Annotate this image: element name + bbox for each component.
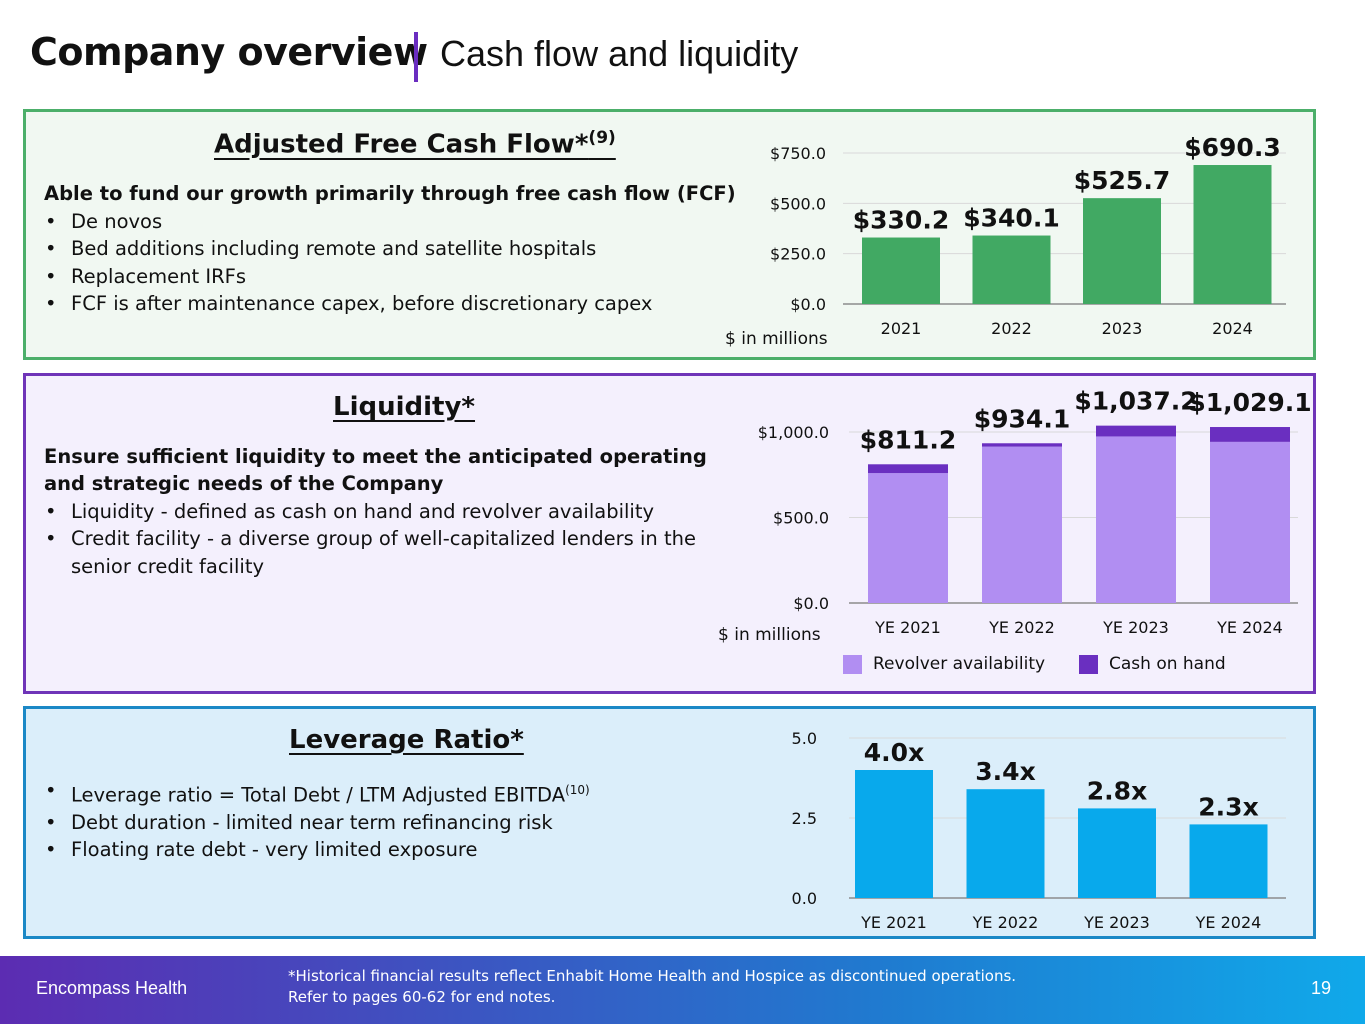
- footer-note-line: *Historical financial results reflect En…: [288, 967, 1017, 985]
- leverage-heading: Leverage Ratio*: [289, 725, 524, 755]
- leverage-panel: Leverage Ratio* Leverage ratio = Total D…: [23, 706, 1316, 939]
- leverage-bullet-text: Leverage ratio = Total Debt / LTM Adjust…: [71, 783, 566, 807]
- y-tick-label: $500.0: [770, 194, 826, 213]
- fcf-bullet: Bed additions including remote and satel…: [44, 235, 652, 263]
- bar: [1193, 165, 1272, 304]
- liquidity-bullet-list: Liquidity - defined as cash on hand and …: [44, 498, 724, 580]
- x-tick-label: 2022: [991, 319, 1032, 338]
- liquidity-lead: Ensure sufficient liquidity to meet the …: [44, 445, 707, 495]
- liquidity-heading: Liquidity*: [333, 392, 476, 422]
- x-tick-label: 2021: [881, 319, 922, 338]
- footer-bar: Encompass Health *Historical financial r…: [0, 956, 1365, 1024]
- legend-label-cash: Cash on hand: [1109, 654, 1226, 674]
- y-tick-label: 5.0: [792, 729, 817, 748]
- leverage-bullet-list: Leverage ratio = Total Debt / LTM Adjust…: [44, 777, 590, 864]
- y-tick-label: $250.0: [770, 245, 826, 264]
- data-label: $525.7: [1074, 166, 1170, 195]
- fcf-panel: Adjusted Free Cash Flow*(9) Able to fund…: [23, 109, 1316, 360]
- bar-segment-revolver: [1210, 441, 1290, 603]
- bar: [966, 789, 1045, 898]
- data-label: $340.1: [963, 204, 1059, 233]
- leverage-bullet-sup: (10): [565, 783, 590, 797]
- legend-revolver: Revolver availability: [843, 654, 1045, 674]
- data-label: $811.2: [860, 425, 956, 454]
- legend-cash: Cash on hand: [1079, 654, 1226, 674]
- page-title: Company overview: [30, 30, 428, 74]
- x-tick-label: 2024: [1212, 319, 1253, 338]
- y-tick-label: $500.0: [773, 509, 829, 528]
- bar-segment-cash: [868, 464, 948, 474]
- fcf-heading-sup: (9): [588, 128, 616, 148]
- legend-swatch-cash: [1079, 654, 1098, 674]
- data-label: 2.8x: [1087, 776, 1147, 805]
- leverage-bullet: Debt duration - limited near term refina…: [44, 809, 590, 837]
- data-label: $1,037.2: [1074, 387, 1197, 416]
- data-label: 4.0x: [864, 738, 924, 767]
- page-number: 19: [1310, 978, 1331, 998]
- bar: [1083, 198, 1161, 304]
- legend-label-revolver: Revolver availability: [873, 654, 1046, 674]
- x-tick-label: YE 2022: [988, 618, 1055, 637]
- x-tick-label: YE 2023: [1102, 618, 1169, 637]
- fcf-heading-text: Adjusted Free Cash Flow*: [214, 129, 589, 160]
- x-tick-label: YE 2021: [874, 618, 941, 637]
- x-tick-label: 2023: [1102, 319, 1143, 338]
- data-label: 2.3x: [1198, 792, 1258, 821]
- fcf-bullet: Replacement IRFs: [44, 263, 652, 291]
- footer-note-line: Refer to pages 60-62 for end notes.: [288, 988, 556, 1006]
- liquidity-unit-label: $ in millions: [718, 625, 821, 645]
- y-tick-label: $750.0: [770, 144, 826, 163]
- bar: [1189, 824, 1268, 898]
- fcf-unit-label: $ in millions: [725, 329, 828, 349]
- bar: [972, 235, 1051, 304]
- bar-segment-cash: [982, 443, 1062, 447]
- data-label: $1,029.1: [1188, 388, 1311, 417]
- fcf-bullet-list: De novos Bed additions including remote …: [44, 208, 652, 317]
- x-tick-label: YE 2023: [1083, 913, 1150, 932]
- y-tick-label: 0.0: [792, 889, 817, 908]
- data-label: $330.2: [853, 206, 949, 235]
- page-subtitle: Cash flow and liquidity: [440, 33, 799, 74]
- bar-segment-cash: [1210, 427, 1290, 442]
- bar-segment-cash: [1096, 425, 1176, 437]
- legend-swatch-revolver: [843, 654, 862, 674]
- data-label: $934.1: [974, 404, 1070, 433]
- liquidity-panel: Liquidity* Ensure sufficient liquidity t…: [23, 373, 1316, 694]
- y-tick-label: $1,000.0: [758, 423, 829, 442]
- x-tick-label: YE 2024: [1195, 913, 1262, 932]
- fcf-bullet: FCF is after maintenance capex, before d…: [44, 290, 652, 318]
- bar-segment-revolver: [982, 446, 1062, 603]
- data-label: 3.4x: [975, 757, 1035, 786]
- liquidity-stacked-bar-chart: $0.0 $500.0 $1,000.0 $811.2 YE 2021 $934.1 YE …: [758, 387, 1312, 637]
- liquidity-bullet: Credit facility - a diverse group of wel…: [44, 525, 724, 580]
- x-tick-label: YE 2024: [1216, 618, 1283, 637]
- fcf-bullet: De novos: [44, 208, 652, 236]
- fcf-lead: Able to fund our growth primarily throug…: [44, 182, 736, 205]
- footer-brand: Encompass Health: [36, 978, 188, 998]
- bar-segment-revolver: [1096, 436, 1176, 603]
- y-tick-label: $0.0: [793, 594, 829, 613]
- footer-note: *Historical financial results reflect En…: [288, 966, 1016, 1008]
- x-tick-label: YE 2022: [972, 913, 1039, 932]
- liquidity-bullet: Liquidity - defined as cash on hand and …: [44, 498, 724, 526]
- leverage-bullet: Floating rate debt - very limited exposu…: [44, 836, 590, 864]
- fcf-bar-chart: $0.0 $250.0 $500.0 $750.0 $330.2 2021 $340.1 20…: [770, 133, 1286, 338]
- bar: [862, 237, 940, 304]
- leverage-bullet: Leverage ratio = Total Debt / LTM Adjust…: [44, 777, 590, 809]
- y-tick-label: $0.0: [790, 295, 826, 314]
- bar: [1078, 808, 1156, 898]
- y-tick-label: 2.5: [792, 809, 817, 828]
- x-tick-label: YE 2021: [860, 913, 927, 932]
- leverage-bar-chart: 0.0 2.5 5.0 4.0x YE 2021 3.4x YE 2022 2.8x YE 20…: [792, 729, 1286, 932]
- title-divider: [414, 32, 418, 82]
- data-label: $690.3: [1184, 133, 1280, 162]
- bar: [855, 770, 933, 898]
- fcf-heading: Adjusted Free Cash Flow*(9): [214, 128, 616, 160]
- bar-segment-revolver: [868, 473, 948, 603]
